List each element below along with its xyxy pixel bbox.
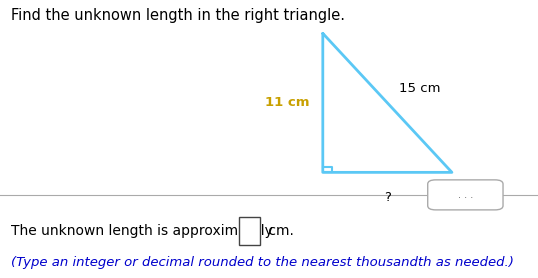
Text: . . .: . . . [458, 190, 473, 200]
Text: cm.: cm. [264, 224, 294, 238]
Text: ?: ? [384, 191, 391, 204]
Text: Find the unknown length in the right triangle.: Find the unknown length in the right tri… [11, 8, 345, 23]
Text: (Type an integer or decimal rounded to the nearest thousandth as needed.): (Type an integer or decimal rounded to t… [11, 256, 514, 269]
Text: 11 cm: 11 cm [265, 96, 309, 109]
Text: 15 cm: 15 cm [399, 83, 441, 95]
FancyBboxPatch shape [239, 217, 260, 245]
FancyBboxPatch shape [428, 180, 503, 210]
Text: The unknown length is approximately: The unknown length is approximately [11, 224, 277, 238]
